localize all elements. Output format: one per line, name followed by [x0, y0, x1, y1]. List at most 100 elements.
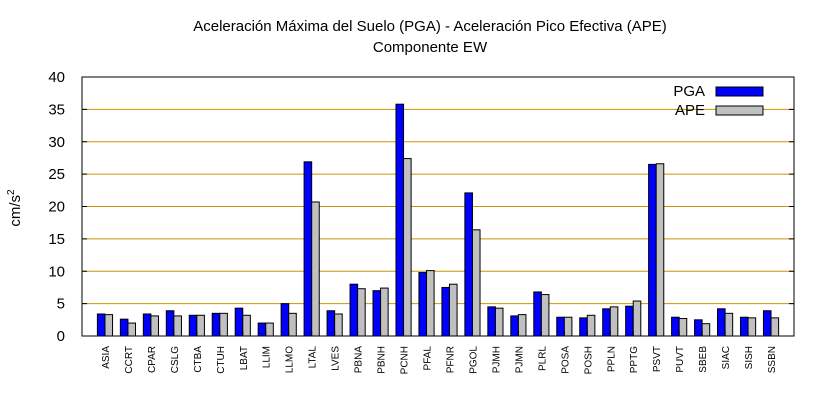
bar-ape-posh — [586, 314, 596, 337]
bar-pga-ctba — [188, 314, 198, 337]
y-tick-label: 20 — [48, 199, 65, 216]
bar-ape-posa — [563, 316, 573, 337]
x-tick-label-ctba: CTBA — [193, 346, 204, 373]
bar-pga-pbna — [349, 283, 359, 337]
bar-pga-pfnr — [441, 286, 450, 337]
bar-pga-psvt — [648, 163, 657, 337]
x-tick-label-pjmn: PJMN — [514, 346, 525, 373]
bar-ape-ctba — [196, 314, 205, 337]
bar-ape-pgol — [471, 229, 481, 337]
bar-ape-ppln — [609, 306, 619, 337]
bar-pga-cslg — [165, 310, 175, 337]
bar-ape-pptg — [632, 300, 642, 337]
bar-pga-ccrt — [119, 318, 129, 337]
chart-title: Aceleración Máxima del Suelo (PGA) - Ace… — [193, 18, 667, 35]
x-tick-label-cslg: CSLG — [170, 346, 181, 373]
x-tick-label-ltal: LTAL — [308, 346, 319, 369]
x-tick-label-ctuh: CTUH — [216, 346, 227, 374]
x-tick-label-siac: SIAC — [721, 346, 732, 369]
bar-ape-cpar — [150, 315, 159, 337]
bar-ape-sbeb — [701, 323, 711, 337]
bars — [96, 103, 780, 337]
x-tick-label-psvt: PSVT — [652, 346, 663, 372]
x-tick-label-asia: ASIA — [101, 346, 112, 369]
bar-ape-pjmn — [517, 314, 527, 337]
x-tick-label-puvt: PUVT — [675, 346, 686, 373]
bar-ape-ctuh — [219, 312, 228, 337]
bar-pga-siac — [717, 308, 726, 337]
bar-pga-pptg — [625, 305, 634, 337]
x-tick-label-lves: LVES — [331, 346, 342, 371]
bar-pga-pjmn — [510, 315, 519, 337]
bar-pga-llmo — [280, 303, 290, 337]
bar-ape-lves — [334, 313, 343, 337]
y-axis-ticks: 0 5 10 15 20 25 30 35 40 — [48, 69, 794, 345]
x-tick-label-posh: POSH — [583, 346, 594, 374]
bar-pga-pbnh — [372, 290, 382, 337]
bar-ape-llmo — [288, 312, 297, 337]
legend-label-ape: APE — [675, 102, 705, 119]
y-tick-label: 35 — [48, 101, 65, 118]
bar-pga-pgol — [464, 192, 473, 337]
x-tick-label-posa: POSA — [560, 346, 571, 374]
bar-ape-pcnh — [403, 158, 412, 337]
bar-ape-pbnh — [380, 287, 389, 337]
bar-ape-sish — [747, 317, 757, 337]
x-tick-label-lbat: LBAT — [239, 346, 250, 370]
x-tick-label-pfnr: PFNR — [445, 346, 456, 373]
bar-ape-asia — [104, 314, 114, 337]
x-tick-label-pjmh: PJMH — [491, 346, 502, 373]
bar-ape-pbna — [357, 288, 366, 337]
bar-ape-ssbn — [770, 317, 780, 337]
y-tick-label: 10 — [48, 263, 65, 280]
x-tick-label-sish: SISH — [744, 346, 755, 369]
legend-swatch-ape — [715, 105, 764, 116]
x-tick-label-pfal: PFAL — [423, 346, 434, 371]
bar-pga-ppln — [602, 308, 611, 337]
bar-ape-ltal — [311, 201, 320, 337]
bar-ape-puvt — [678, 318, 688, 337]
x-tick-label-llmo: LLMO — [285, 346, 296, 373]
bar-pga-ssbn — [762, 310, 772, 337]
bar-pga-pjmh — [487, 306, 496, 337]
x-tick-label-pptg: PPTG — [629, 346, 640, 373]
bar-pga-sbeb — [694, 319, 703, 337]
bar-pga-pcnh — [395, 103, 405, 337]
bar-ape-pfal — [426, 270, 435, 337]
x-tick-label-pbna: PBNA — [354, 346, 365, 374]
legend-label-pga: PGA — [673, 83, 705, 100]
bar-pga-asia — [96, 313, 106, 337]
y-tick-label: 30 — [48, 134, 65, 151]
chart-subtitle: Componente EW — [373, 39, 488, 56]
x-tick-label-pgol: PGOL — [468, 346, 479, 374]
bar-ape-pfnr — [448, 283, 458, 337]
y-tick-label: 25 — [48, 166, 65, 183]
x-tick-label-ccrt: CCRT — [124, 346, 135, 374]
bar-pga-lbat — [234, 307, 244, 337]
bar-ape-plrl — [540, 294, 550, 337]
svg-text:cm/s2: cm/s2 — [6, 189, 24, 227]
bar-pga-ltal — [303, 161, 313, 337]
y-axis-label: cm/s2 — [6, 189, 24, 227]
x-tick-label-plrl: PLRL — [537, 346, 548, 371]
x-tick-label-ppln: PPLN — [606, 346, 617, 372]
bar-pga-sish — [739, 316, 749, 337]
bar-ape-psvt — [655, 163, 665, 337]
legend-swatch-pga — [715, 86, 764, 97]
x-tick-label-sbeb: SBEB — [698, 346, 709, 373]
x-tick-label-cpar: CPAR — [147, 346, 158, 373]
y-axis-label-unit: cm/s — [7, 195, 24, 227]
gridlines — [82, 108, 794, 305]
x-tick-label-pcnh: PCNH — [400, 346, 411, 374]
y-tick-label: 15 — [48, 231, 65, 248]
x-axis-ticks: ASIA CCRT CPAR CSLG CTBA CTUH LBAT LLIM LLMO LTAL… — [101, 331, 778, 374]
bar-pga-posh — [579, 317, 588, 337]
x-tick-label-llim: LLIM — [262, 346, 273, 368]
bar-pga-plrl — [533, 291, 542, 337]
bar-ape-lbat — [242, 314, 251, 337]
bar-pga-posa — [556, 316, 565, 337]
x-tick-label-ssbn: SSBN — [767, 346, 778, 373]
plot-frame — [81, 76, 795, 337]
y-tick-label: 40 — [48, 69, 65, 86]
